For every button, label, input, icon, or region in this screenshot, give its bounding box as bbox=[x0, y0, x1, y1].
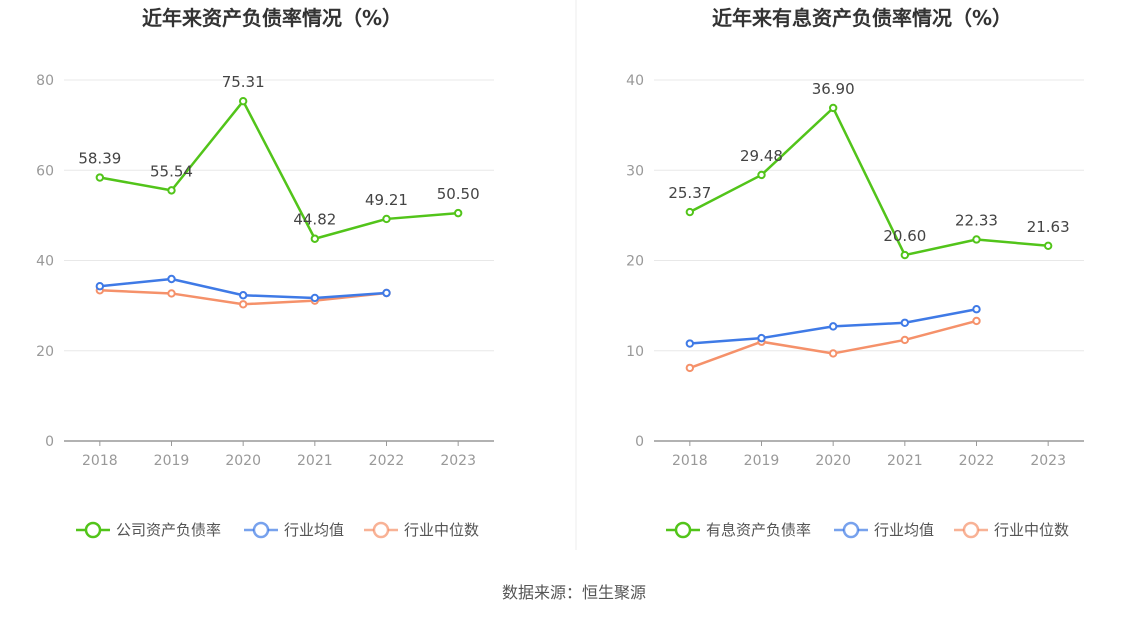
legend-marker-icon bbox=[674, 521, 692, 539]
y-tick-label: 10 bbox=[626, 344, 644, 360]
data-point bbox=[382, 214, 391, 224]
legend-item[interactable]: 行业均值 bbox=[834, 521, 934, 539]
x-tick-label: 2023 bbox=[1030, 453, 1066, 469]
y-tick-label: 80 bbox=[36, 73, 54, 89]
data-point bbox=[685, 207, 695, 217]
x-tick-label: 2021 bbox=[887, 453, 923, 469]
legend-item[interactable]: 行业均值 bbox=[244, 521, 344, 539]
x-tick-label: 2022 bbox=[369, 453, 405, 469]
legend-marker-icon bbox=[372, 521, 390, 539]
x-tick-label: 2019 bbox=[744, 453, 780, 469]
data-point bbox=[900, 335, 910, 345]
y-tick-label: 40 bbox=[626, 73, 644, 89]
chart-2: 近年来有息资产负债率情况（%） 0 10 20 30 40 2018 2019 2020 2021… bbox=[626, 6, 1084, 539]
legend-label: 行业均值 bbox=[284, 521, 344, 539]
data-point bbox=[167, 274, 176, 284]
legend-marker-icon bbox=[842, 521, 860, 539]
y-tick-label: 60 bbox=[36, 163, 54, 179]
legend-label: 公司资产负债率 bbox=[116, 521, 221, 539]
x-tick-label: 2018 bbox=[82, 453, 118, 469]
data-point bbox=[828, 349, 838, 358]
data-point bbox=[972, 316, 981, 326]
data-point bbox=[828, 103, 838, 113]
data-point bbox=[757, 333, 766, 343]
chart-title: 近年来有息资产负债率情况（%） bbox=[712, 6, 1012, 30]
x-tick-label: 2020 bbox=[815, 453, 851, 469]
legend-label: 行业均值 bbox=[874, 521, 934, 539]
data-label: 25.37 bbox=[668, 184, 711, 202]
data-point bbox=[972, 305, 981, 314]
legend-item[interactable]: 行业中位数 bbox=[364, 521, 479, 539]
data-point bbox=[238, 291, 248, 300]
data-point bbox=[382, 288, 391, 298]
legend-marker-icon bbox=[84, 521, 102, 539]
legend-item[interactable]: 行业中位数 bbox=[954, 521, 1069, 539]
data-point bbox=[95, 282, 105, 291]
data-point bbox=[900, 318, 910, 327]
legend-marker-icon bbox=[962, 521, 980, 539]
y-tick-label: 20 bbox=[626, 254, 644, 270]
y-tick-label: 0 bbox=[45, 434, 54, 450]
data-point bbox=[95, 173, 105, 182]
data-point bbox=[685, 339, 695, 348]
data-label: 50.50 bbox=[437, 185, 480, 203]
data-point bbox=[685, 363, 695, 373]
x-tick-label: 2022 bbox=[959, 453, 995, 469]
data-point bbox=[238, 300, 248, 309]
y-tick-label: 20 bbox=[36, 344, 54, 360]
data-point bbox=[900, 250, 910, 260]
legend-label: 有息资产负债率 bbox=[706, 521, 811, 539]
data-point bbox=[757, 170, 766, 180]
data-label: 21.63 bbox=[1027, 218, 1070, 236]
data-label: 22.33 bbox=[955, 211, 998, 229]
data-label: 20.60 bbox=[883, 227, 926, 245]
legend-label: 行业中位数 bbox=[404, 521, 479, 539]
data-label: 55.54 bbox=[150, 162, 193, 180]
data-label: 49.21 bbox=[365, 191, 408, 209]
x-tick-label: 2019 bbox=[154, 453, 190, 469]
data-point bbox=[828, 322, 838, 331]
data-label: 44.82 bbox=[293, 211, 336, 229]
data-label: 75.31 bbox=[222, 73, 265, 91]
chart-1: 近年来资产负债率情况（%） 0 20 40 60 80 2018 2019 2020 2021 20… bbox=[36, 6, 494, 539]
data-label: 29.48 bbox=[740, 147, 783, 165]
data-label: 36.90 bbox=[812, 80, 855, 98]
y-tick-label: 30 bbox=[626, 163, 644, 179]
legend-label: 行业中位数 bbox=[994, 521, 1069, 539]
legend-item[interactable]: 公司资产负债率 bbox=[76, 521, 221, 539]
x-tick-label: 2020 bbox=[225, 453, 261, 469]
data-point bbox=[310, 234, 320, 243]
source-text: 数据来源：恒生聚源 bbox=[502, 583, 646, 602]
data-label: 58.39 bbox=[78, 150, 121, 168]
x-tick-label: 2018 bbox=[672, 453, 708, 469]
data-point bbox=[453, 208, 463, 218]
data-point bbox=[167, 186, 176, 195]
y-tick-label: 40 bbox=[36, 254, 54, 270]
legend-marker-icon bbox=[252, 521, 270, 539]
chart-title: 近年来资产负债率情况（%） bbox=[142, 6, 402, 30]
data-point bbox=[310, 293, 320, 303]
x-tick-label: 2023 bbox=[440, 453, 476, 469]
data-point bbox=[167, 289, 176, 298]
x-tick-label: 2021 bbox=[297, 453, 333, 469]
data-point bbox=[972, 235, 981, 244]
series-line bbox=[99, 99, 459, 240]
data-point bbox=[1043, 241, 1053, 250]
series-line bbox=[689, 106, 1049, 257]
data-point bbox=[238, 96, 248, 106]
y-tick-label: 0 bbox=[635, 434, 644, 450]
legend-item[interactable]: 有息资产负债率 bbox=[666, 521, 811, 539]
